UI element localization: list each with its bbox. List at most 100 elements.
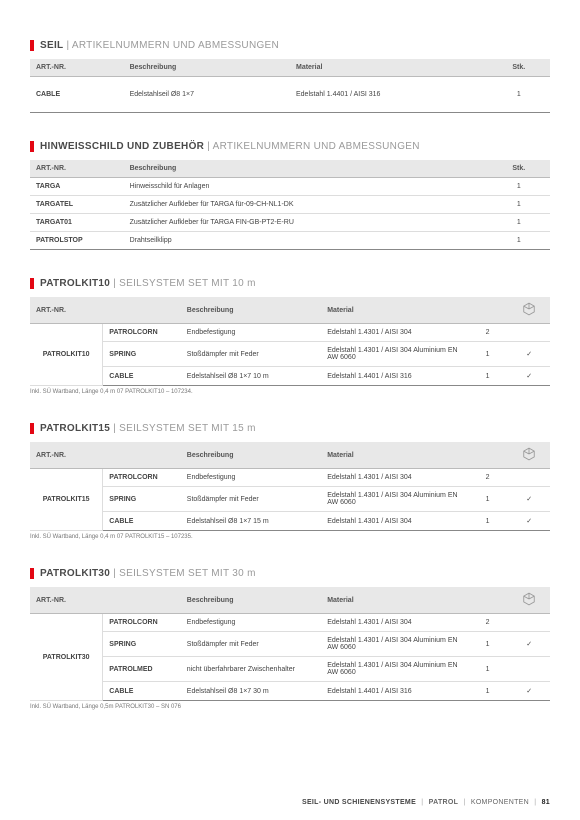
cell: Drahtseilklipp	[124, 232, 488, 250]
cell: 1	[488, 178, 550, 196]
cell: 1	[467, 512, 509, 531]
table-row: SPRINGStoßdämpfer mit FederEdelstahl 1.4…	[30, 342, 550, 367]
col-art: ART.-NR.	[30, 59, 124, 77]
page-footer: SEIL- UND SCHIENENSYSTEME | PATROL | KOM…	[302, 799, 550, 806]
footnote: Inkl. SÜ Wartband, Länge 0,4 m 07 PATROL…	[30, 534, 550, 540]
section-kit10: PATROLKIT10 | SEILSYSTEM SET MIT 10 m AR…	[30, 278, 550, 395]
cell: PATROLCORN	[103, 469, 181, 487]
table-seil: ART.-NR. Beschreibung Material Stk. CABL…	[30, 59, 550, 113]
table-row: TARGAHinweisschild für Anlagen1	[30, 178, 550, 196]
cell: Zusätzlicher Aufkleber für TARGA für-09-…	[124, 196, 488, 214]
section-hinweis: HINWEISSCHILD UND ZUBEHÖR | ARTIKELNUMME…	[30, 141, 550, 250]
title-sub: | SEILSYSTEM SET MIT 15 m	[113, 423, 256, 434]
table-row: PATROLSTOPDrahtseilklipp1	[30, 232, 550, 250]
cell: 1	[467, 367, 509, 386]
footer-sep: |	[421, 799, 423, 806]
section-title: PATROLKIT30 | SEILSYSTEM SET MIT 30 m	[30, 568, 550, 579]
col-blank	[103, 297, 181, 324]
footer-sep: |	[463, 799, 465, 806]
section-title: SEIL | ARTIKELNUMMERN UND ABMESSUNGEN	[30, 40, 550, 51]
col-art: ART.-NR.	[30, 587, 103, 614]
cell: Edelstahlseil Ø8 1×7 10 m	[181, 367, 321, 386]
cell: 2	[467, 324, 509, 342]
table-row: PATROLKIT15 PATROLCORNEndbefestigungEdel…	[30, 469, 550, 487]
footnote: Inkl. SÜ Wartband, Länge 0,5m PATROLKIT3…	[30, 704, 550, 710]
cell: Zusätzlicher Aufkleber für TARGA FIN-GB-…	[124, 214, 488, 232]
title-sub: | ARTIKELNUMMERN UND ABMESSUNGEN	[66, 40, 279, 51]
cell-stk: 1	[488, 77, 550, 113]
col-cube	[508, 442, 550, 469]
cube-icon	[522, 302, 536, 316]
table-hinweis: ART.-NR. Beschreibung Stk. TARGAHinweiss…	[30, 160, 550, 250]
footnote: Inkl. SÜ Wartband, Länge 0,4 m 07 PATROL…	[30, 389, 550, 395]
cell	[508, 614, 550, 632]
section-title: PATROLKIT15 | SEILSYSTEM SET MIT 15 m	[30, 423, 550, 434]
table-row: CABLEEdelstahlseil Ø8 1×7 15 mEdelstahl …	[30, 512, 550, 531]
accent-bar	[30, 40, 34, 51]
cell: CABLE	[103, 367, 181, 386]
section-seil: SEIL | ARTIKELNUMMERN UND ABMESSUNGEN AR…	[30, 40, 550, 113]
col-stk: Stk.	[488, 59, 550, 77]
accent-bar	[30, 278, 34, 289]
cell: 1	[488, 196, 550, 214]
cell: Stoßdämpfer mit Feder	[181, 342, 321, 367]
title-main: HINWEISSCHILD UND ZUBEHÖR	[40, 141, 204, 152]
cell: 1	[467, 342, 509, 367]
cell: 1	[488, 214, 550, 232]
table-row: CABLEEdelstahlseil Ø8 1×7 30 mEdelstahl …	[30, 682, 550, 701]
table-row: CABLE Edelstahlseil Ø8 1×7 Edelstahl 1.4…	[30, 77, 550, 113]
kit-label: PATROLKIT10	[30, 324, 103, 386]
col-besch: Beschreibung	[181, 297, 321, 324]
cell: Stoßdämpfer mit Feder	[181, 487, 321, 512]
table-kit15: ART.-NR. Beschreibung Material PATROLKIT…	[30, 442, 550, 531]
cell: PATROLCORN	[103, 614, 181, 632]
title-main: PATROLKIT30	[40, 568, 110, 579]
cell: nicht überfahrbarer Zwischenhalter	[181, 657, 321, 682]
cell: Edelstahl 1.4301 / AISI 304	[321, 324, 467, 342]
table-row: PATROLKIT10 PATROLCORNEndbefestigungEdel…	[30, 324, 550, 342]
cell: SPRING	[103, 632, 181, 657]
table-row: SPRINGStoßdämpfer mit FederEdelstahl 1.4…	[30, 632, 550, 657]
col-besch: Beschreibung	[181, 587, 321, 614]
col-art: ART.-NR.	[30, 297, 103, 324]
cell: Edelstahl 1.4301 / AISI 304 Aluminium EN…	[321, 342, 467, 367]
cell: 1	[467, 487, 509, 512]
title-main: PATROLKIT10	[40, 278, 110, 289]
table-row: TARGAT01Zusätzlicher Aufkleber für TARGA…	[30, 214, 550, 232]
cell: SPRING	[103, 487, 181, 512]
col-mat: Material	[321, 587, 467, 614]
cell: TARGAT01	[30, 214, 124, 232]
table-row: CABLEEdelstahlseil Ø8 1×7 10 mEdelstahl …	[30, 367, 550, 386]
cell: Edelstahl 1.4301 / AISI 304 Aluminium EN…	[321, 657, 467, 682]
table-row: TARGATELZusätzlicher Aufkleber für TARGA…	[30, 196, 550, 214]
col-blank	[467, 297, 509, 324]
cell: CABLE	[103, 512, 181, 531]
cell: Endbefestigung	[181, 324, 321, 342]
table-kit10: ART.-NR. Beschreibung Material PATROLKIT…	[30, 297, 550, 386]
cell: 1	[488, 232, 550, 250]
cube-icon	[522, 447, 536, 461]
cell-besch: Edelstahlseil Ø8 1×7	[124, 77, 290, 113]
cell-art: CABLE	[30, 77, 124, 113]
cell: Endbefestigung	[181, 614, 321, 632]
cell: Edelstahl 1.4301 / AISI 304	[321, 469, 467, 487]
cell: Edelstahl 1.4401 / AISI 316	[321, 367, 467, 386]
cell: Stoßdämpfer mit Feder	[181, 632, 321, 657]
cell: 2	[467, 469, 509, 487]
table-row: SPRINGStoßdämpfer mit FederEdelstahl 1.4…	[30, 487, 550, 512]
title-sub: | SEILSYSTEM SET MIT 10 m	[113, 278, 256, 289]
section-kit15: PATROLKIT15 | SEILSYSTEM SET MIT 15 m AR…	[30, 423, 550, 540]
cell: Edelstahl 1.4301 / AISI 304 Aluminium EN…	[321, 632, 467, 657]
cube-icon	[522, 592, 536, 606]
cell	[508, 657, 550, 682]
cell: Endbefestigung	[181, 469, 321, 487]
title-sub: | SEILSYSTEM SET MIT 30 m	[113, 568, 256, 579]
cell: CABLE	[103, 682, 181, 701]
kit-label: PATROLKIT15	[30, 469, 103, 531]
footer-sep: |	[534, 799, 536, 806]
cell	[508, 469, 550, 487]
col-besch: Beschreibung	[181, 442, 321, 469]
col-cube	[508, 587, 550, 614]
cell: ✓	[508, 342, 550, 367]
accent-bar	[30, 141, 34, 152]
